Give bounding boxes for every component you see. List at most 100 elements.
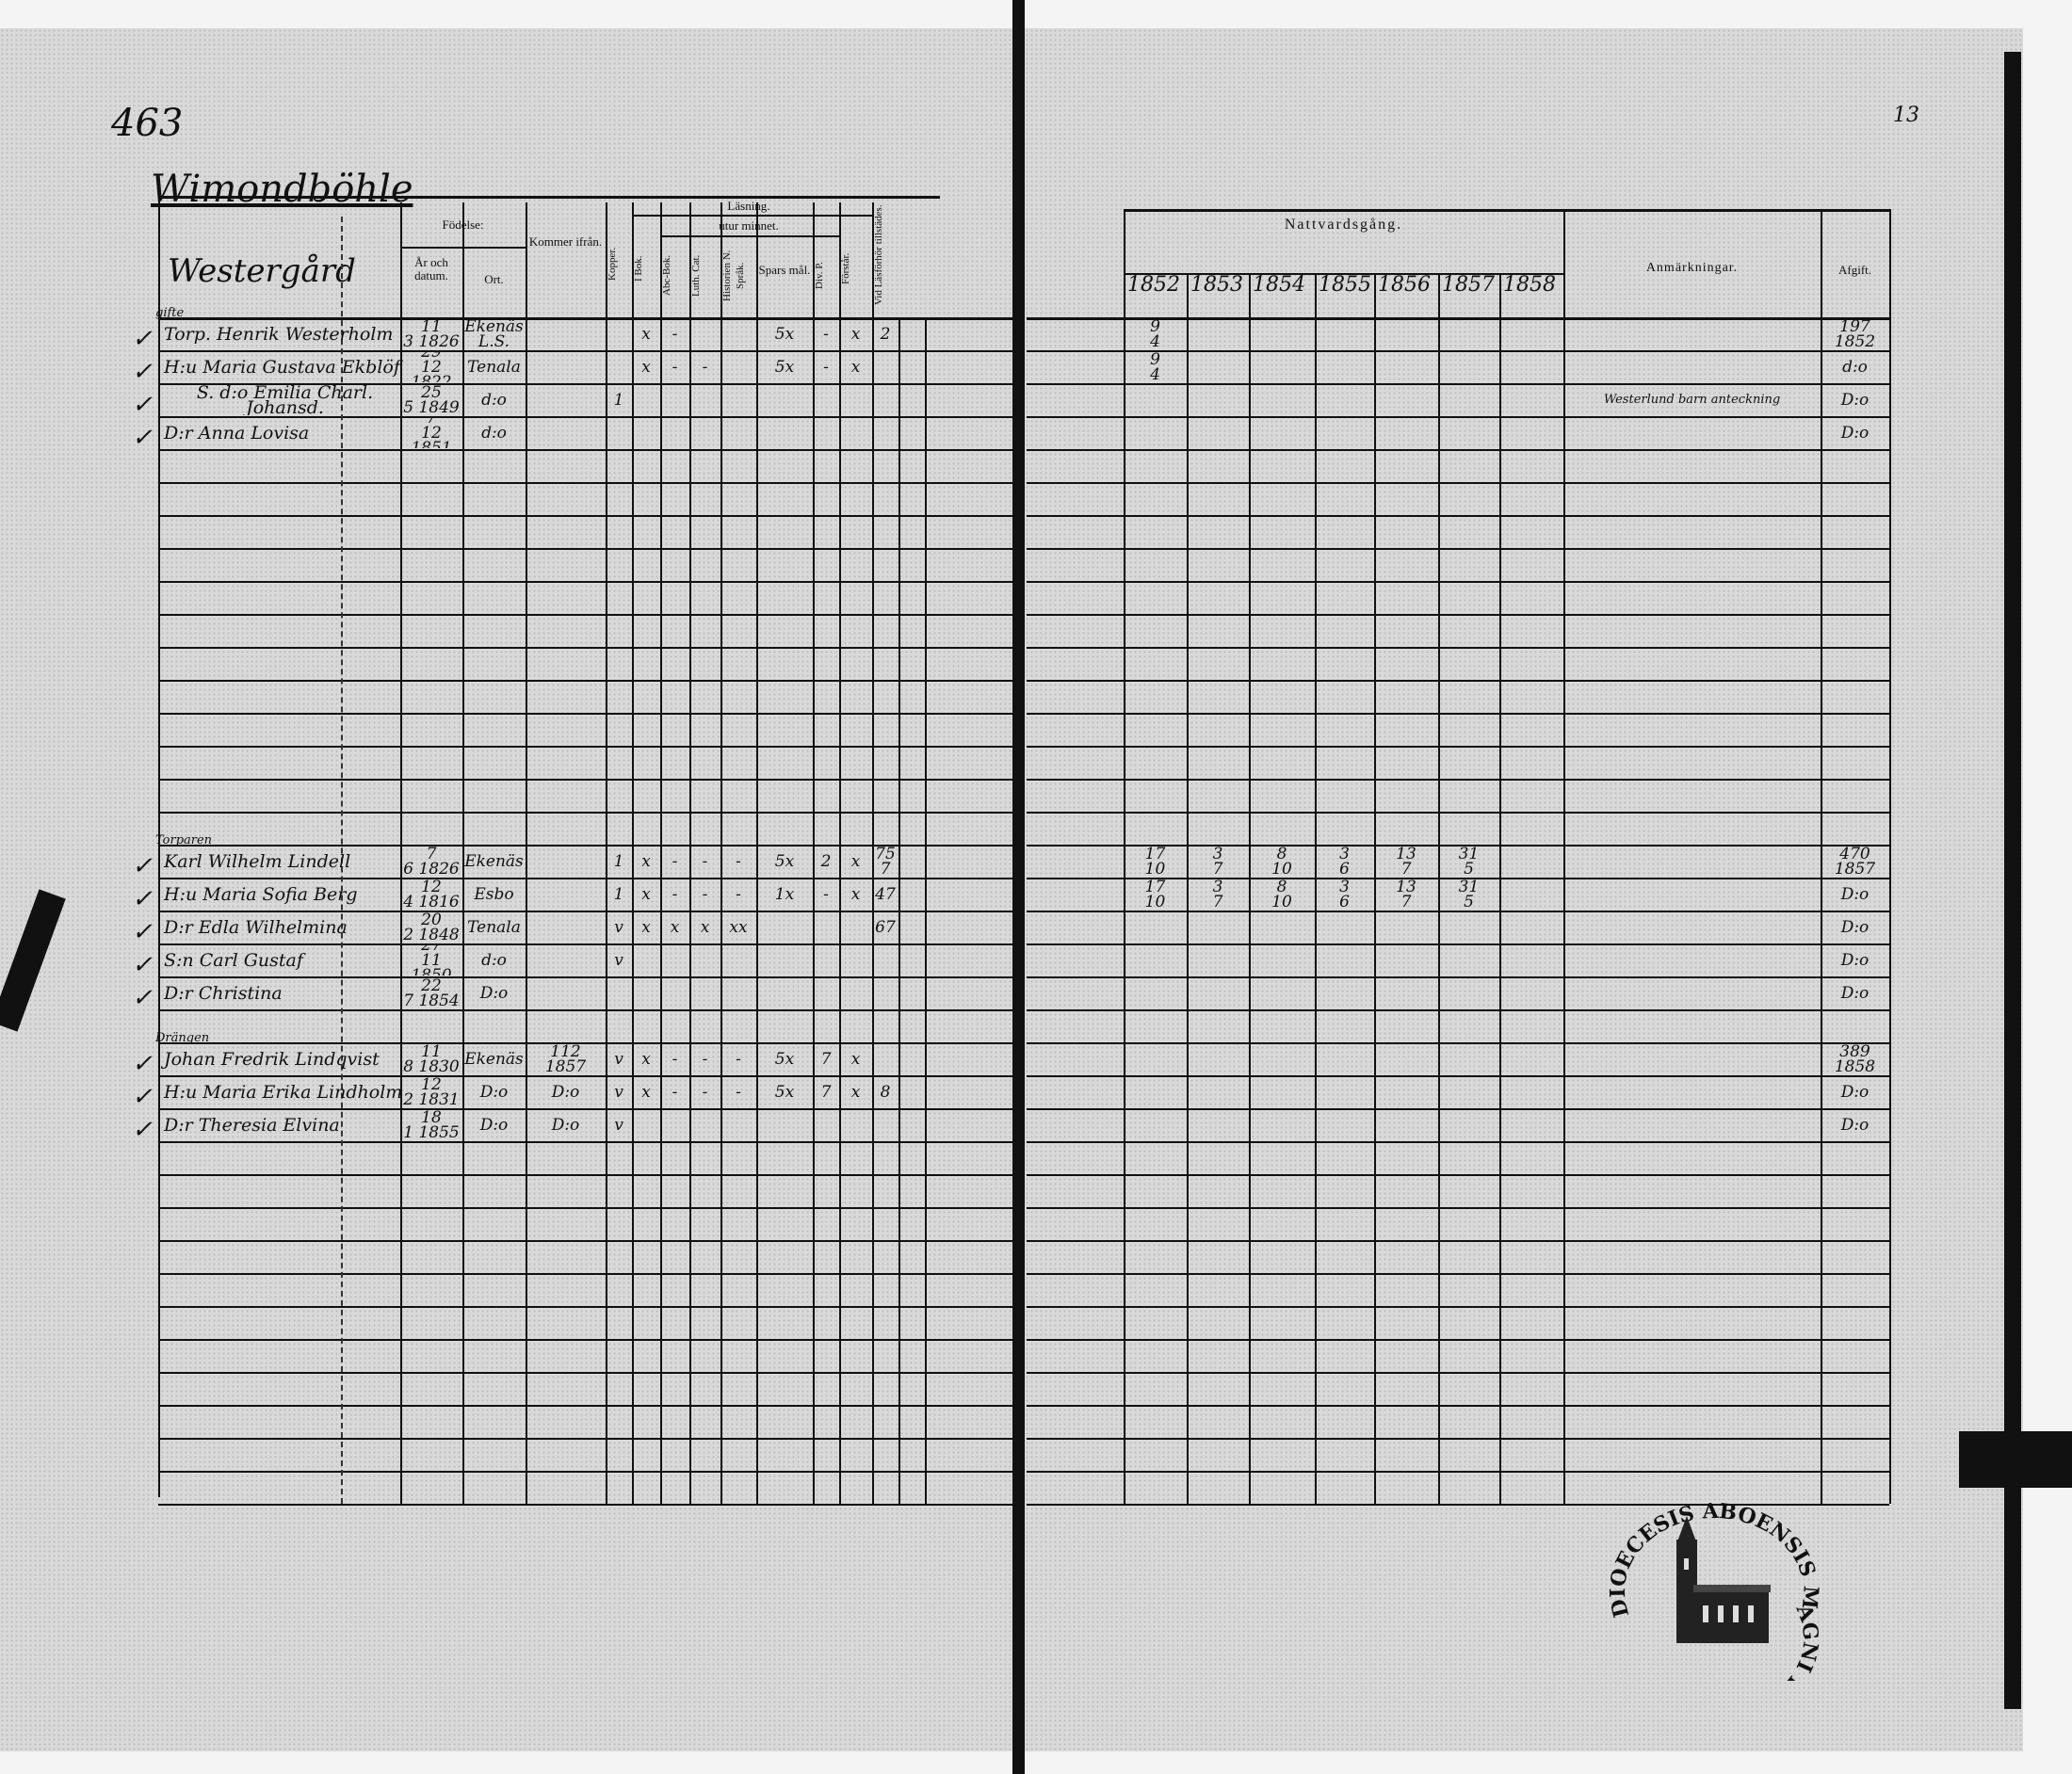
cell-i-bok: x (641, 358, 651, 377)
column-rule (756, 202, 758, 1504)
book-gutter (1012, 0, 1025, 1774)
header-year-1858: 1858 (1503, 273, 1556, 297)
cell-ar: 12 2 1831 (403, 1077, 460, 1107)
cell-spars: 5x (774, 852, 795, 871)
row-rule (1027, 383, 1889, 385)
cell-div: - (823, 358, 829, 377)
row-rule (158, 449, 1012, 451)
column-rule (660, 202, 662, 1504)
cell-anm: Westerlund barn anteckning (1603, 393, 1781, 407)
row-rule (158, 647, 1012, 649)
page-edge (2004, 52, 2021, 1709)
cell-y1856: 13 7 (1396, 879, 1416, 910)
header-anmarkningar: Anmärkningar. (1645, 261, 1739, 275)
cell-ar: 7 6 1826 (403, 847, 460, 877)
cell-vid: 8 (880, 1083, 891, 1102)
row-rule (1027, 976, 1889, 978)
row-rule (1027, 779, 1889, 781)
column-rule (1315, 275, 1317, 1504)
cell-y1852: 17 10 (1144, 879, 1166, 910)
cell-kopper: 1 (613, 391, 624, 410)
column-rule (898, 317, 900, 1504)
column-rule (1889, 209, 1891, 1504)
cell-ort: d:o (481, 424, 507, 443)
cell-afgift: D:o (1840, 918, 1870, 937)
row-rule (1027, 680, 1889, 682)
row-rule (1027, 1438, 1889, 1440)
cell-y1854: 8 10 (1271, 879, 1292, 910)
column-rule (872, 202, 874, 1504)
cell-name: D:r Edla Wilhelmina (164, 917, 348, 938)
cell-abc: - (672, 852, 678, 871)
cell-ort: Esbo (474, 885, 514, 904)
fodelse-rule (400, 247, 526, 249)
row-rule (1027, 1108, 1889, 1110)
column-rule (1374, 275, 1376, 1504)
cell-abc: - (672, 358, 678, 377)
cell-spars: 5x (774, 1050, 795, 1069)
checkmark-icon: ✓ (132, 424, 153, 452)
row-rule (158, 976, 1012, 978)
cell-luth: - (702, 1083, 708, 1102)
row-note: Drängen (155, 1031, 210, 1045)
header-kommer: Kommer ifrån. (528, 234, 603, 249)
clip-shadow (1959, 1431, 2072, 1488)
cell-ort: D:o (479, 1116, 509, 1135)
column-rule (462, 202, 464, 1504)
row-rule (158, 1108, 1012, 1110)
cell-y1854: 8 10 (1271, 847, 1292, 877)
column-rule (1438, 275, 1440, 1504)
row-rule (158, 1471, 1012, 1473)
cell-ar: 20 2 1848 (403, 912, 460, 943)
cell-div: 2 (820, 852, 832, 871)
column-rule (813, 202, 815, 1504)
header-year-1857: 1857 (1442, 273, 1495, 297)
cell-name: H:u Maria Erika Lindholm (164, 1082, 403, 1103)
row-rule (158, 1174, 1012, 1176)
cell-y1852: 9 4 (1150, 319, 1160, 349)
row-rule (158, 1372, 1012, 1374)
header-bottom-rule-right (1027, 317, 1889, 320)
row-rule (1027, 515, 1889, 517)
row-rule (1027, 482, 1889, 484)
row-rule (158, 515, 1012, 517)
cell-y1852: 17 10 (1144, 847, 1166, 877)
cell-ort: Tenala (467, 358, 521, 377)
farm-name: Westergård (168, 252, 356, 290)
cell-y1855: 3 6 (1339, 879, 1350, 910)
nattvard-rule (1124, 273, 1563, 275)
cell-ort: Tenala (467, 918, 521, 937)
row-rule (1027, 911, 1889, 912)
header-year-1854: 1854 (1253, 273, 1305, 297)
row-rule (158, 1438, 1012, 1440)
column-rule (1563, 209, 1565, 1504)
row-rule (1027, 548, 1889, 550)
header-kopper: Kopper. (607, 247, 618, 281)
cell-name: Torp. Henrik Westerholm (164, 324, 394, 345)
cell-i-bok: x (641, 918, 651, 937)
cell-kommer: 112 1857 (544, 1044, 587, 1074)
checkmark-icon: ✓ (132, 951, 153, 979)
utur-minnet-rule (660, 235, 839, 237)
checkmark-icon: ✓ (132, 918, 153, 946)
cell-kopper: 1 (613, 885, 624, 904)
header-nattvard: Nattvardsgång. (1284, 217, 1403, 233)
cell-kopper: v (614, 1050, 623, 1069)
cell-name: H:u Maria Sofia Berg (164, 884, 358, 905)
row-rule (1027, 845, 1889, 847)
row-rule (1027, 1141, 1889, 1143)
row-rule (158, 1207, 1012, 1209)
row-note: gifte (155, 306, 185, 320)
row-rule (158, 812, 1012, 814)
row-rule (158, 911, 1012, 912)
checkmark-icon: ✓ (132, 852, 153, 880)
cell-ort: D:o (479, 984, 509, 1003)
header-bottom-rule (158, 317, 1012, 320)
cell-div: - (823, 325, 829, 344)
row-rule (1027, 647, 1889, 649)
cell-vid: 47 (875, 885, 896, 904)
checkmark-icon: ✓ (132, 885, 153, 913)
cell-y1853: 3 7 (1212, 879, 1223, 910)
left-page (0, 28, 1012, 1751)
cell-afgift: 389 1858 (1834, 1044, 1876, 1074)
